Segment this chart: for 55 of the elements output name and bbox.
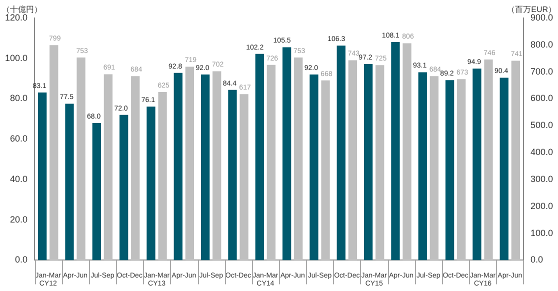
y2-tick-label: 400.0	[530, 147, 554, 158]
bar	[445, 80, 454, 260]
y2-axis-title: （百万EUR）	[507, 5, 556, 14]
y-tick-label: 60.0	[10, 134, 28, 144]
y2-tick-label: 800.0	[530, 39, 554, 50]
bar	[430, 76, 439, 260]
bar	[376, 65, 384, 260]
y2-tick-label: 600.0	[530, 93, 554, 104]
bar	[391, 42, 400, 260]
bar	[92, 122, 101, 260]
bar	[240, 94, 248, 260]
bar	[119, 114, 128, 260]
bar	[402, 43, 412, 260]
bar	[321, 80, 330, 260]
y2-tick-label: 0.0	[530, 254, 543, 265]
bar	[364, 64, 373, 260]
bar	[500, 78, 508, 260]
bar	[472, 68, 482, 260]
bar	[38, 92, 47, 260]
bar	[418, 72, 427, 260]
bar	[158, 92, 167, 260]
bar	[511, 60, 520, 260]
bar	[185, 66, 194, 260]
bar	[50, 45, 58, 260]
y-tick-label: 80.0	[10, 93, 28, 104]
bar	[174, 72, 182, 260]
y2-tick-label: 200.0	[530, 200, 554, 211]
bar	[104, 74, 113, 260]
bar	[255, 54, 264, 260]
y2-tick-label: 100.0	[530, 228, 554, 238]
bar	[146, 106, 156, 260]
bar	[212, 71, 222, 260]
bar	[310, 74, 318, 260]
y-tick-label: 20.0	[10, 214, 28, 224]
bar	[200, 74, 210, 260]
y-tick-label: 40.0	[10, 174, 28, 184]
y-tick-label: 0.0	[15, 254, 28, 265]
y2-tick-label: 900.0	[530, 12, 554, 22]
bar	[76, 58, 86, 260]
bar	[282, 47, 292, 260]
y-tick-label: 120.0	[4, 12, 28, 22]
y-axis-title: （十億円）	[2, 5, 42, 14]
bar	[348, 60, 358, 260]
bar	[336, 46, 346, 260]
y2-tick-label: 300.0	[530, 174, 554, 184]
y2-tick-label: 500.0	[530, 120, 554, 130]
y2-tick-label: 700.0	[530, 66, 554, 76]
bar	[484, 59, 493, 260]
bar	[266, 64, 276, 260]
bar	[131, 76, 140, 260]
bar	[65, 104, 74, 260]
bar	[228, 90, 237, 260]
bar	[457, 79, 466, 260]
bar	[294, 58, 303, 260]
y-tick-label: 100.0	[4, 52, 28, 63]
